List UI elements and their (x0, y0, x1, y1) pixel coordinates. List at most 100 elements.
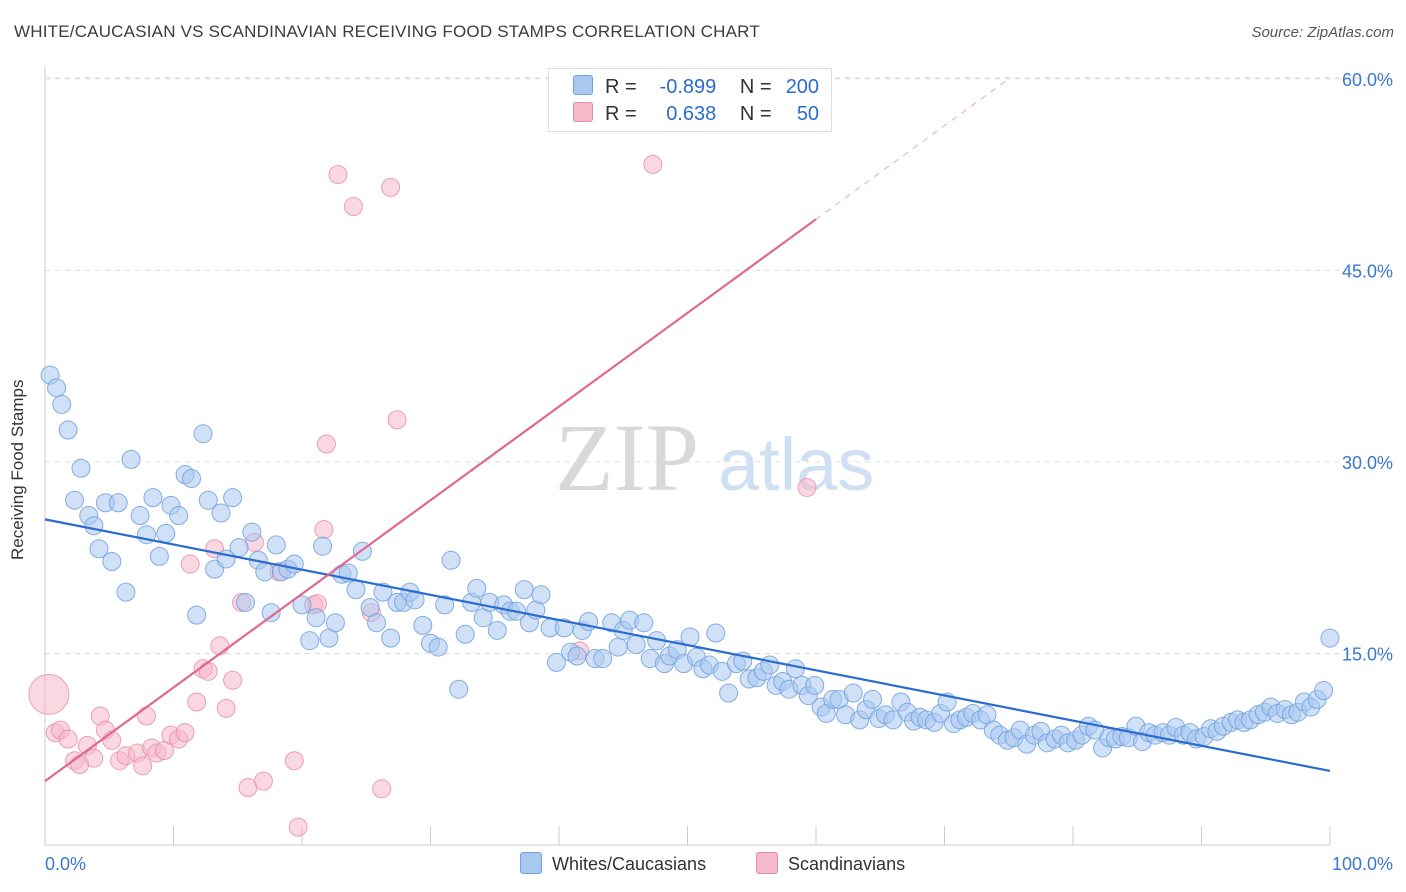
source-label: Source: ZipAtlas.com (1251, 24, 1394, 41)
white-point (102, 552, 122, 572)
legend-n-value: 200 (785, 76, 820, 98)
white-point (242, 522, 262, 542)
white-point (235, 592, 255, 612)
scandinavian-point (372, 779, 392, 799)
white-point (193, 424, 213, 444)
x-tick-label: 100.0% (1332, 854, 1393, 874)
white-point (130, 506, 150, 526)
y-tick-label: 15.0% (1342, 644, 1393, 664)
white-point (785, 659, 805, 679)
watermark-atlas: atlas (718, 423, 874, 506)
white-point (863, 689, 883, 709)
scandinavian-point (223, 670, 243, 690)
gridlines (45, 77, 1392, 654)
tick-labels: 15.0% 30.0% 45.0% 60.0% 0.0% 100.0% (45, 70, 1393, 874)
scandinavian-point (198, 661, 218, 681)
white-point (719, 683, 739, 703)
white-point (626, 635, 646, 655)
y-tick-label: 30.0% (1342, 453, 1393, 473)
scandinavian-point (314, 520, 334, 540)
legend-r-value: 0.638 (666, 103, 717, 125)
bottom-swatch-blue (520, 852, 542, 874)
legend-n-value: 50 (796, 103, 820, 125)
white-point (435, 595, 455, 615)
white-point (706, 623, 726, 643)
white-point (187, 605, 207, 625)
bottom-legend-label: Scandinavians (788, 854, 906, 874)
white-point (1320, 628, 1340, 648)
white-point (229, 537, 249, 557)
white-point (65, 490, 85, 510)
x-tick-label: 0.0% (45, 854, 86, 874)
white-point (300, 631, 320, 651)
legend-r-label: R = (605, 76, 637, 98)
white-point (593, 649, 613, 669)
white-point (266, 535, 286, 555)
scandinavian-point (284, 751, 304, 771)
white-point (84, 516, 104, 536)
white-point (261, 603, 281, 623)
legend-n-label: N = (739, 103, 772, 125)
white-point (325, 613, 345, 633)
white-trend-line (44, 518, 1331, 773)
legend-row-white: R = -0.899 N = 200 (573, 75, 819, 99)
white-point (449, 679, 469, 699)
scandinavian-point (381, 177, 401, 197)
scandinavian-point (328, 165, 348, 185)
white-point (58, 420, 78, 440)
white-point (149, 546, 169, 566)
white-point (292, 595, 312, 615)
white-point (47, 378, 67, 398)
white-point (441, 550, 461, 570)
white-point (514, 580, 534, 600)
scandinavian-point (137, 706, 157, 726)
scandinavian-point (387, 410, 407, 430)
white-point (467, 578, 487, 598)
white-point (52, 394, 72, 414)
legend-r-value: -0.899 (659, 76, 717, 98)
white-point (608, 637, 628, 657)
scandinavian-point (84, 748, 104, 768)
white-point (546, 652, 566, 672)
white-point (169, 506, 189, 526)
scandinavian-point (210, 636, 230, 656)
watermark: ZIP atlas (555, 404, 874, 511)
white-point (428, 637, 448, 657)
white-point (108, 493, 128, 513)
scandinavian-trend-extension (815, 78, 1010, 220)
scandinavian-point (316, 434, 336, 454)
white-point (181, 469, 201, 489)
white-point (255, 562, 275, 582)
white-point (223, 488, 243, 508)
white-point (346, 580, 366, 600)
legend-row-scandinavian: R = 0.638 N = 50 (573, 102, 819, 126)
white-point (843, 683, 863, 703)
scandinavian-point (797, 477, 817, 497)
white-point (367, 613, 387, 633)
legend-r-label: R = (605, 103, 637, 125)
white-point (373, 582, 393, 602)
white-point (455, 624, 475, 644)
chart-title: WHITE/CAUCASIAN VS SCANDINAVIAN RECEIVIN… (14, 22, 760, 41)
y-axis-label: Receiving Food Stamps (8, 379, 27, 560)
white-point (156, 523, 176, 543)
scandinavian-point (288, 817, 308, 837)
white-point (143, 488, 163, 508)
white-point (413, 615, 433, 635)
scandinavian-points (28, 154, 817, 837)
y-tick-label: 60.0% (1342, 70, 1393, 90)
white-point (116, 582, 136, 602)
white-point (121, 449, 141, 469)
white-point (1314, 680, 1334, 700)
scandinavian-point (133, 756, 153, 776)
scandinavian-point (28, 673, 70, 715)
legend-swatch-pink (573, 102, 593, 122)
white-point (531, 585, 551, 605)
legend-n-label: N = (739, 76, 772, 98)
scandinavian-point (643, 154, 663, 174)
white-point (313, 536, 333, 556)
white-point (71, 458, 91, 478)
scandinavian-point (343, 197, 363, 216)
white-point (381, 628, 401, 648)
